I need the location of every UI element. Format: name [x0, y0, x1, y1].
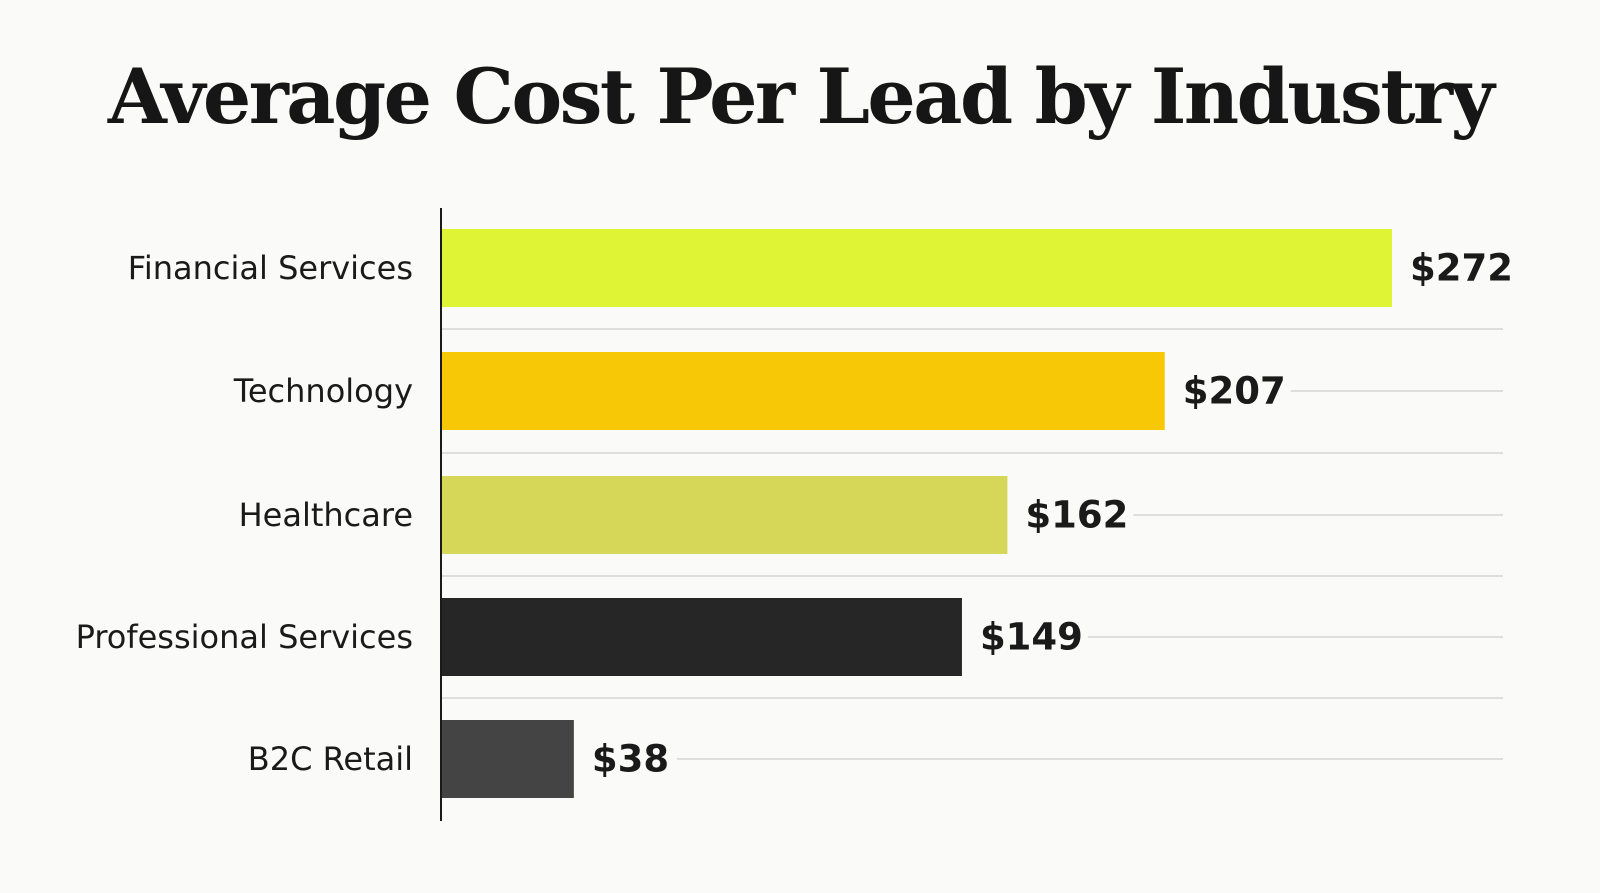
bar-b2c-retail — [441, 720, 574, 798]
bar-professional-services — [441, 598, 962, 676]
value-label: $162 — [1025, 494, 1128, 537]
category-label: Financial Services — [128, 249, 413, 287]
value-label: $272 — [1410, 247, 1513, 290]
category-label: Technology — [233, 372, 413, 410]
category-label: Healthcare — [239, 496, 413, 534]
gridlines — [441, 328, 1503, 760]
value-label: $38 — [592, 738, 669, 781]
bar-financial-services — [441, 229, 1392, 307]
category-label: Professional Services — [76, 618, 413, 656]
category-label: B2C Retail — [248, 740, 413, 778]
bar-technology — [441, 352, 1165, 430]
value-labels: $272 $207 $162 $149 $38 — [592, 247, 1513, 781]
chart-title: Average Cost Per Lead by Industry — [107, 52, 1495, 141]
value-label: $149 — [980, 616, 1083, 659]
bar-healthcare — [441, 476, 1008, 554]
category-labels: Financial Services Technology Healthcare Pr… — [76, 249, 413, 778]
bars — [441, 229, 1392, 798]
value-label: $207 — [1183, 370, 1286, 413]
